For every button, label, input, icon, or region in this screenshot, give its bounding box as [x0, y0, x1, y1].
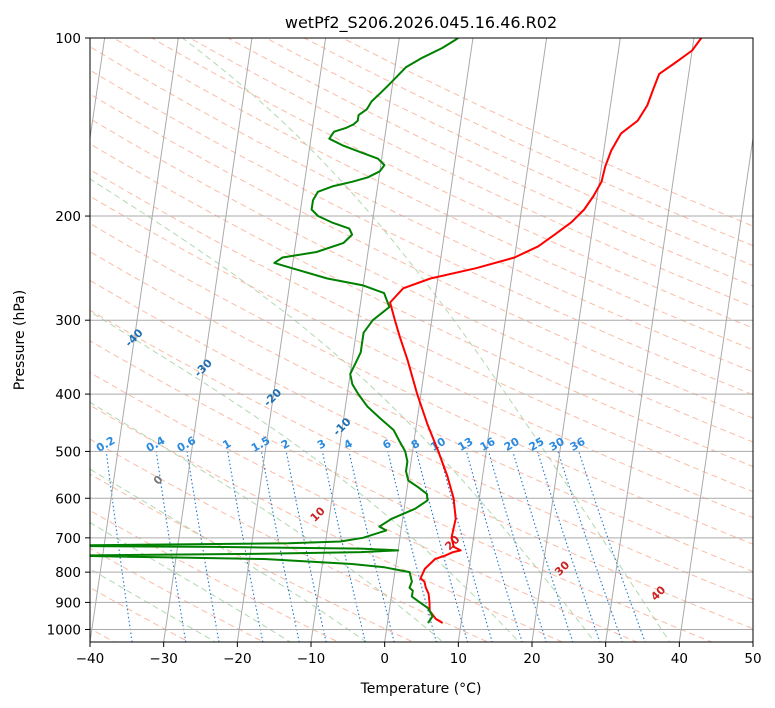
dry-adiabat-line — [90, 340, 714, 642]
y-tick-label: 100 — [55, 31, 81, 47]
dry-adiabat-line — [0, 11, 60, 654]
mixing-ratio-line — [465, 451, 523, 642]
mixing-ratio-line — [557, 451, 623, 642]
dewpoint-profile-line — [90, 38, 459, 624]
chart-title: wetPf2_S206.2026.045.16.46.R02 — [285, 13, 557, 33]
dry-adiabat-line — [90, 438, 489, 642]
dry-adiabat-line — [226, 38, 753, 287]
isotherm-line — [384, 38, 474, 642]
moist-adiabat-line — [90, 568, 217, 642]
mixing-ratio-line — [415, 451, 469, 642]
moist-adiabat-line — [182, 38, 671, 642]
adiabat-label: -50 — [54, 292, 77, 315]
adiabat-label: -30 — [192, 356, 215, 379]
dry-adiabats — [0, 11, 753, 654]
moist-adiabat-line — [90, 468, 368, 642]
mixing-ratio-line — [186, 451, 220, 642]
adiabat-label: -10 — [330, 415, 353, 438]
y-tick-label: 1000 — [47, 622, 81, 638]
dry-adiabat-line — [90, 547, 265, 642]
plot-area: -100-90-80-70-60-50-40-30-20-10010203040… — [0, 11, 753, 654]
isotherm-line — [457, 38, 548, 642]
moist-adiabat-line — [90, 521, 292, 642]
dry-adiabat-line — [90, 222, 753, 545]
dry-adiabat-line — [90, 279, 753, 601]
mixing-ratio-line — [536, 451, 601, 642]
adiabat-label: 40 — [648, 583, 668, 603]
dry-adiabat-line — [188, 38, 753, 308]
x-tick-label: 30 — [597, 651, 614, 667]
y-tick-label: 500 — [55, 444, 81, 460]
dry-adiabat-line — [150, 38, 753, 329]
temperature-profile-line — [389, 38, 703, 624]
isotherm-line — [90, 38, 106, 142]
isotherm-line — [236, 38, 327, 642]
adiabat-label: 6 — [380, 437, 393, 452]
isotherm-line — [310, 38, 400, 642]
adiabat-label: -20 — [261, 386, 284, 409]
isotherm-line — [678, 134, 753, 642]
isotherm-line — [605, 38, 695, 642]
dry-adiabat-line — [90, 404, 564, 642]
x-axis-label: Temperature (°C) — [360, 681, 482, 697]
x-tick-label: −30 — [149, 651, 178, 667]
adiabat-label: 3 — [315, 437, 328, 452]
x-tick-label: 50 — [744, 651, 761, 667]
plot-frame — [89, 37, 754, 643]
moist-adiabat-line — [90, 401, 444, 642]
dry-adiabat-line — [90, 118, 753, 443]
dry-adiabat-line — [303, 38, 753, 247]
dry-adiabat-line — [90, 309, 753, 630]
isotherm-line — [531, 38, 621, 642]
x-tick-label: −20 — [223, 651, 252, 667]
y-tick-label: 600 — [55, 491, 81, 507]
isotherm-line — [752, 638, 753, 642]
x-tick-label: 40 — [671, 651, 688, 667]
x-axis: −40 −30 −20 −10 0 10 20 30 40 50 — [76, 642, 762, 667]
dry-adiabat-line — [90, 371, 639, 642]
x-tick-label: −10 — [297, 651, 326, 667]
isobars — [90, 38, 753, 630]
y-tick-label: 400 — [55, 387, 81, 403]
data-series — [90, 38, 703, 624]
y-tick-label: 300 — [55, 313, 81, 329]
y-tick-label: 700 — [55, 531, 81, 547]
dry-adiabat-line — [90, 195, 753, 519]
mixing-ratio-line — [387, 451, 437, 642]
y-tick-label: 200 — [55, 209, 81, 225]
moist-adiabat-line — [90, 310, 520, 642]
adiabat-label: 4 — [342, 437, 355, 452]
dry-adiabat-line — [90, 69, 753, 396]
x-tick-label: 20 — [523, 651, 540, 667]
y-tick-label: 800 — [55, 565, 81, 581]
y-axis-label: Pressure (hPa) — [12, 290, 28, 390]
adiabat-label: -40 — [122, 326, 145, 349]
y-tick-label: 900 — [55, 595, 81, 611]
adiabat-label: 1 — [220, 437, 233, 452]
adiabat-label: 10 — [308, 504, 328, 524]
dry-adiabat-line — [112, 38, 753, 351]
dry-adiabat-line — [90, 251, 753, 573]
isotherms — [90, 38, 753, 642]
x-tick-label: 0 — [380, 651, 389, 667]
x-tick-label: −40 — [76, 651, 105, 667]
y-axis: 1000 900 800 700 600 500 400 300 200 100 — [47, 31, 90, 638]
x-tick-label: 10 — [450, 651, 467, 667]
adiabat-label: -60 — [0, 242, 11, 265]
mixing-ratio-line — [227, 451, 264, 642]
